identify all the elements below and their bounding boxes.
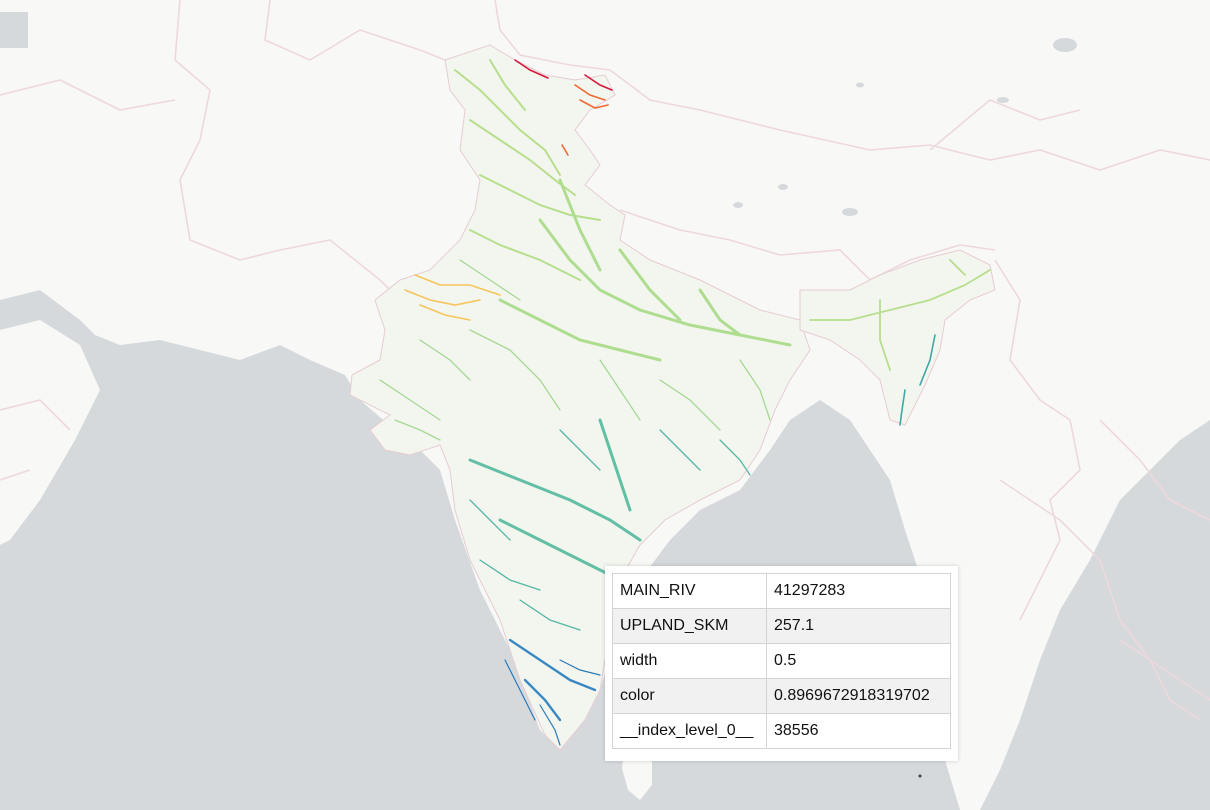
land-arabia: [0, 320, 100, 545]
country-borders: [0, 0, 1210, 721]
river-network: [379, 59, 991, 746]
table-row: MAIN_RIV 41297283: [612, 573, 951, 609]
attribute-table: MAIN_RIV 41297283 UPLAND_SKM 257.1 width…: [612, 573, 951, 749]
lake: [997, 97, 1009, 103]
attribute-value: 41297283: [766, 573, 951, 609]
table-row: width 0.5: [612, 643, 951, 679]
attribute-key: UPLAND_SKM: [612, 608, 767, 644]
attribute-value: 0.5: [766, 643, 951, 679]
lake: [856, 82, 864, 88]
lake: [1053, 38, 1077, 52]
lake: [842, 208, 858, 216]
table-row: __index_level_0__ 38556: [612, 713, 951, 749]
attribute-key: color: [612, 678, 767, 714]
attribute-key: MAIN_RIV: [612, 573, 767, 609]
attribute-value: 38556: [766, 713, 951, 749]
map-marker: [918, 774, 922, 778]
feature-tooltip: MAIN_RIV 41297283 UPLAND_SKM 257.1 width…: [605, 566, 958, 761]
attribute-key: __index_level_0__: [612, 713, 767, 749]
attribute-value: 0.8969672918319702: [766, 678, 951, 714]
table-row: UPLAND_SKM 257.1: [612, 608, 951, 644]
table-row: color 0.8969672918319702: [612, 678, 951, 714]
attribute-value: 257.1: [766, 608, 951, 644]
lake: [778, 184, 788, 190]
attribute-key: width: [612, 643, 767, 679]
lake: [0, 12, 28, 48]
lake: [733, 202, 743, 208]
